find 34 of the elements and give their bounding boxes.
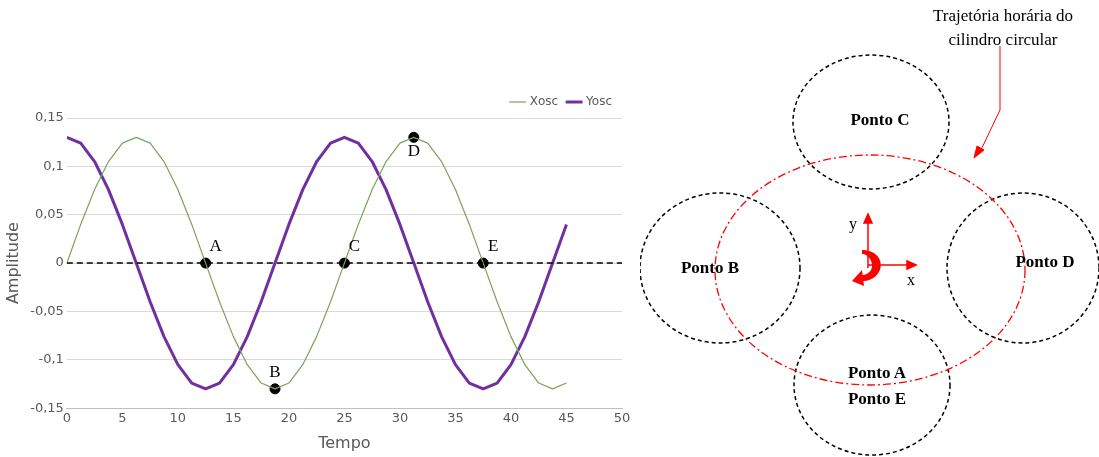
y-tick-label: 0 — [55, 254, 64, 270]
x-tick-label: 40 — [502, 410, 520, 426]
x-tick-label: 15 — [225, 410, 242, 426]
text: Ponto B — [679, 257, 741, 279]
x-tick-label: 5 — [118, 410, 127, 426]
x-tick-label: 50 — [613, 410, 631, 426]
text: Ponto A — [846, 362, 908, 384]
text: Trajetória horária do cilindro circular — [931, 5, 1075, 51]
legend-label: Yosc — [585, 94, 613, 109]
x-tick-label: 45 — [558, 410, 575, 426]
annotation: B — [269, 361, 281, 381]
y-tick-label: 0,1 — [43, 157, 64, 173]
x-tick-label: 25 — [336, 410, 353, 426]
annotation: E — [488, 236, 499, 256]
text: Ponto D — [1014, 251, 1076, 273]
annotation: A — [209, 236, 223, 256]
y-tick-label: -0,1 — [38, 351, 64, 367]
annotation: D — [407, 141, 420, 161]
legend-label: Xosc — [529, 94, 559, 109]
x-tick-label: 10 — [169, 410, 187, 426]
x-tick-label: 30 — [391, 410, 409, 426]
y-tick-label: 0,05 — [34, 206, 64, 222]
y-tick-label: 0,15 — [34, 109, 64, 125]
y-axis-title: Amplitude — [2, 222, 22, 305]
x-axis-title: Tempo — [317, 432, 371, 452]
text: Ponto E — [846, 388, 908, 410]
text: x — [906, 270, 916, 290]
y-tick-label: -0,05 — [30, 302, 64, 318]
x-tick-label: 35 — [447, 410, 464, 426]
text: Ponto C — [849, 109, 911, 131]
annotation: C — [348, 236, 361, 256]
text: y — [848, 214, 858, 235]
x-tick-label: 20 — [280, 410, 298, 426]
y-tick-label: -0,15 — [30, 399, 64, 415]
